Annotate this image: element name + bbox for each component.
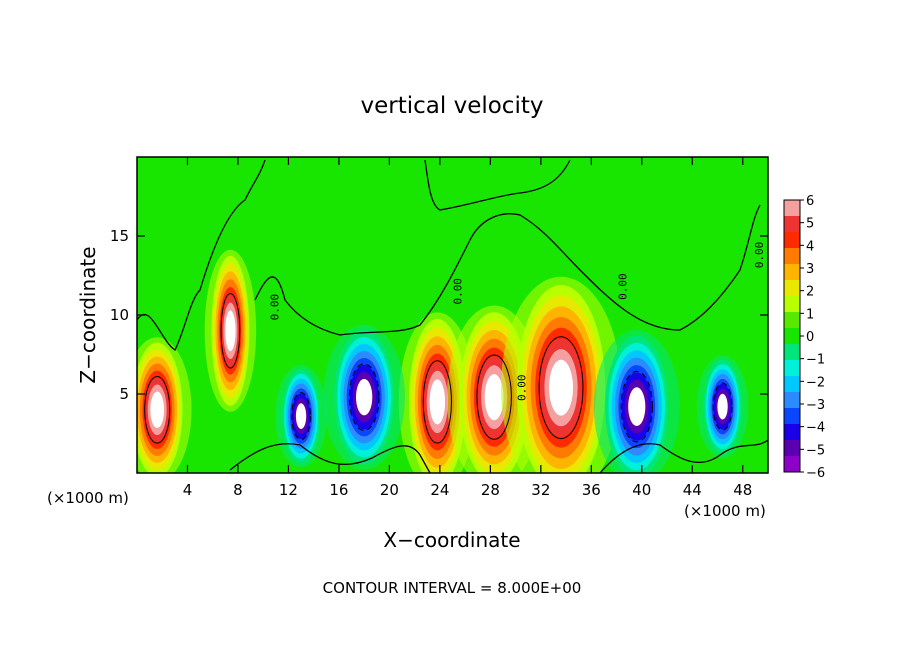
colorbar: 6 5 4 3 2 1 0 −1 −2 −3 −4 −5 −6 (783, 194, 825, 481)
peak-contour-4 (538, 336, 584, 440)
colorbar-segment-5 (784, 280, 800, 297)
zero-contour-4 (229, 443, 431, 473)
updraft-cell-1 (204, 249, 257, 412)
peak-contour-5 (291, 392, 311, 441)
zero-contour-3 (424, 159, 571, 211)
x-tick-label-9: 40 (632, 481, 651, 499)
x-tick-label-3: 16 (329, 481, 348, 499)
y-tick-label-1: 10 (110, 306, 129, 324)
peak-contours (144, 293, 733, 444)
ring-3-7 (484, 374, 504, 421)
colorbar-segment-1 (784, 216, 800, 233)
contour-label-4: 0.00 (753, 242, 766, 269)
x-tick-label-0: 4 (183, 481, 193, 499)
colorbar-segment-6 (784, 296, 800, 313)
updraft-cell-0 (137, 337, 192, 473)
ring-7-7 (628, 387, 646, 426)
peak-contour-8 (712, 382, 733, 431)
colorbar-tick-label-9: −3 (806, 398, 825, 413)
x-tick-label-5: 24 (430, 481, 449, 499)
colorbar-segment-16 (784, 456, 800, 473)
x-tick-label-7: 32 (531, 481, 550, 499)
contour-interval-note: CONTOUR INTERVAL = 8.000E+00 (323, 579, 582, 597)
peak-contour-7 (620, 370, 653, 443)
colorbar-segment-2 (784, 232, 800, 249)
colorbar-segment-13 (784, 408, 800, 425)
contour-labels: 0.00 0.00 0.00 0.00 0.00 (268, 242, 766, 401)
y-axis-label: Z−coordinate (76, 246, 100, 383)
downdraft-cell-5 (275, 364, 327, 468)
ring-0-7 (150, 391, 165, 429)
colorbar-tick-label-1: 5 (806, 217, 814, 232)
plot-area: 0.000.000.000.000.00 4 8 12 16 20 24 28 32 36 40 4… (110, 156, 769, 499)
ring-1-7 (225, 310, 236, 352)
chart-title: vertical velocity (361, 93, 544, 119)
zero-contours (137, 159, 768, 473)
x-tick-label-10: 44 (683, 481, 702, 499)
ring-2-7 (429, 379, 446, 425)
contour-label-1: 0.00 (451, 278, 464, 305)
colorbar-segment-12 (784, 392, 800, 409)
colorbar-segment-3 (784, 248, 800, 265)
x-units-left: (×1000 m) (47, 489, 129, 507)
peak-contour-3 (476, 354, 512, 440)
colorbar-segment-15 (784, 440, 800, 457)
colorbar-tick-label-2: 4 (806, 239, 814, 254)
colorbar-segment-8 (784, 328, 800, 345)
colorbar-tick-label-11: −5 (806, 443, 825, 458)
colorbar-tick-label-10: −4 (806, 421, 825, 436)
ring-8-7 (717, 393, 728, 420)
velocity-field (137, 249, 749, 473)
peak-contour-2 (422, 360, 452, 444)
zero-contour-2 (254, 204, 761, 336)
x-tick-label-4: 20 (380, 481, 399, 499)
contour-label-3: 0.00 (617, 273, 630, 300)
ring-5-7 (295, 403, 307, 430)
x-tick-label-8: 36 (582, 481, 601, 499)
colorbar-tick-label-5: 1 (806, 307, 814, 322)
colorbar-tick-label-0: 6 (806, 194, 814, 209)
colorbar-segment-9 (784, 344, 800, 361)
zero-contour-1 (137, 159, 266, 351)
x-tick-label-2: 12 (279, 481, 298, 499)
zero-contour-5 (599, 439, 768, 473)
y-tick-label-2: 15 (110, 227, 129, 245)
colorbar-segment-4 (784, 264, 800, 281)
colorbar-segment-10 (784, 360, 800, 377)
colorbar-tick-label-4: 2 (806, 285, 814, 300)
y-tick-label-0: 5 (119, 385, 129, 403)
colorbar-tick-label-8: −2 (806, 375, 825, 390)
ring-6-7 (356, 378, 373, 416)
updraft-cell-4 (500, 276, 622, 473)
x-units-right: (×1000 m) (684, 502, 766, 520)
x-axis-label: X−coordinate (383, 528, 520, 552)
y-axis-ticks: 5 10 15 (110, 227, 768, 403)
ring-4-7 (549, 359, 574, 416)
x-axis-ticks: 4 8 12 16 20 24 28 32 36 40 44 48 (183, 157, 752, 499)
contour-label-0: 0.00 (268, 294, 281, 321)
colorbar-tick-label-7: −1 (806, 353, 825, 368)
colorbar-tick-label-12: −6 (806, 466, 825, 481)
x-tick-label-11: 48 (733, 481, 752, 499)
colorbar-segment-7 (784, 312, 800, 329)
x-tick-label-1: 8 (233, 481, 243, 499)
contour-label-2: 0.00 (516, 374, 529, 401)
colorbar-segment-14 (784, 424, 800, 441)
downdraft-cell-7 (593, 329, 680, 473)
colorbar-tick-label-6: 0 (806, 330, 814, 345)
peak-contour-6 (348, 363, 380, 431)
peak-contour-0 (144, 375, 171, 444)
downdraft-cell-8 (696, 355, 749, 458)
colorbar-tick-label-3: 3 (806, 262, 814, 277)
colorbar-segment-11 (784, 376, 800, 393)
peak-contour-1 (220, 293, 241, 369)
x-tick-label-6: 28 (481, 481, 500, 499)
colorbar-segment-0 (784, 200, 800, 217)
